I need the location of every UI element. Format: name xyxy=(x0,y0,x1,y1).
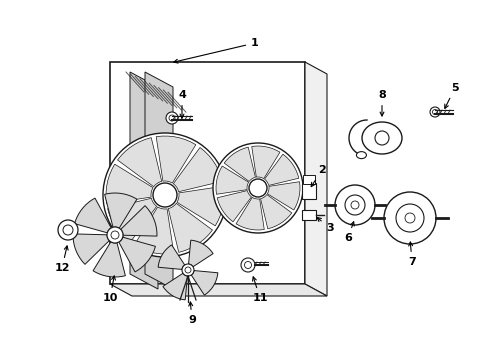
Text: 3: 3 xyxy=(317,217,333,233)
Polygon shape xyxy=(121,206,157,236)
Polygon shape xyxy=(106,164,153,204)
Bar xyxy=(303,175,314,184)
Circle shape xyxy=(103,133,226,257)
Circle shape xyxy=(350,201,358,209)
Circle shape xyxy=(182,264,194,276)
Polygon shape xyxy=(74,198,111,233)
Circle shape xyxy=(165,112,178,124)
Text: 6: 6 xyxy=(344,222,353,243)
Polygon shape xyxy=(134,207,173,254)
Text: 8: 8 xyxy=(377,90,385,116)
Polygon shape xyxy=(224,147,255,181)
Polygon shape xyxy=(130,72,158,289)
Polygon shape xyxy=(107,198,156,243)
Ellipse shape xyxy=(356,152,366,159)
Polygon shape xyxy=(173,148,222,192)
Circle shape xyxy=(404,213,414,223)
Bar xyxy=(110,62,305,284)
Polygon shape xyxy=(73,234,109,264)
Bar xyxy=(302,210,315,220)
Circle shape xyxy=(383,192,435,244)
Circle shape xyxy=(345,195,364,215)
Polygon shape xyxy=(93,242,125,277)
Polygon shape xyxy=(117,138,162,187)
Text: 11: 11 xyxy=(252,277,267,303)
Polygon shape xyxy=(104,193,137,228)
Circle shape xyxy=(213,143,303,233)
Text: 9: 9 xyxy=(188,302,196,325)
Circle shape xyxy=(111,231,119,239)
Polygon shape xyxy=(110,284,326,296)
Circle shape xyxy=(431,109,437,114)
Polygon shape xyxy=(177,186,224,226)
Polygon shape xyxy=(158,245,184,269)
Polygon shape xyxy=(264,154,298,185)
Polygon shape xyxy=(191,271,218,295)
Polygon shape xyxy=(216,166,248,194)
Circle shape xyxy=(184,267,191,273)
Text: 7: 7 xyxy=(407,242,415,267)
Polygon shape xyxy=(145,72,173,289)
Polygon shape xyxy=(217,190,251,222)
Circle shape xyxy=(107,227,123,243)
Bar xyxy=(302,183,315,199)
Polygon shape xyxy=(119,237,155,272)
Polygon shape xyxy=(163,273,187,300)
Text: 4: 4 xyxy=(178,90,185,118)
Circle shape xyxy=(429,107,439,117)
Polygon shape xyxy=(188,240,213,267)
Text: 2: 2 xyxy=(310,165,325,186)
Circle shape xyxy=(334,185,374,225)
Polygon shape xyxy=(267,182,299,210)
Ellipse shape xyxy=(361,122,401,154)
Polygon shape xyxy=(168,203,212,252)
Circle shape xyxy=(63,225,73,235)
Circle shape xyxy=(244,261,251,269)
Text: 5: 5 xyxy=(444,83,458,108)
Polygon shape xyxy=(260,194,291,229)
Text: 1: 1 xyxy=(174,38,258,63)
Circle shape xyxy=(153,183,177,207)
Circle shape xyxy=(241,258,254,272)
Text: 12: 12 xyxy=(54,246,70,273)
Text: 10: 10 xyxy=(102,276,118,303)
Circle shape xyxy=(374,131,388,145)
Circle shape xyxy=(248,179,266,197)
Circle shape xyxy=(169,115,175,121)
Circle shape xyxy=(58,220,78,240)
Polygon shape xyxy=(236,197,264,230)
Polygon shape xyxy=(156,136,195,183)
Polygon shape xyxy=(251,146,280,179)
Circle shape xyxy=(395,204,423,232)
Polygon shape xyxy=(305,62,326,296)
